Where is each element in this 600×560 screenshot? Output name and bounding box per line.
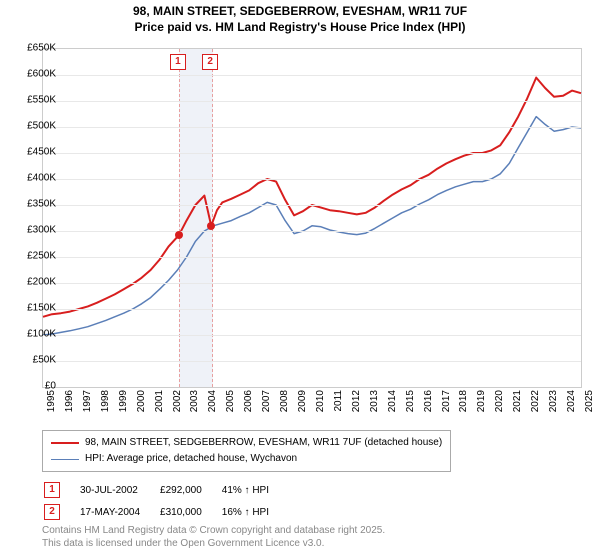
gridline [43, 309, 581, 310]
x-tick-label: 2005 [225, 390, 236, 420]
y-tick-label: £300K [16, 225, 56, 236]
x-tick-label: 1999 [118, 390, 129, 420]
x-tick-label: 2003 [189, 390, 200, 420]
attribution-line-2: This data is licensed under the Open Gov… [42, 537, 385, 550]
attribution-line-1: Contains HM Land Registry data © Crown c… [42, 524, 385, 537]
x-tick-label: 2018 [458, 390, 469, 420]
x-tick-label: 1998 [100, 390, 111, 420]
y-tick-label: £350K [16, 199, 56, 210]
x-tick-label: 2008 [279, 390, 290, 420]
x-tick-label: 2021 [512, 390, 523, 420]
marker-number-box: 2 [202, 54, 218, 70]
y-tick-label: £200K [16, 277, 56, 288]
x-tick-label: 2024 [566, 390, 577, 420]
transaction-number-box: 2 [44, 504, 60, 520]
y-tick-label: £600K [16, 69, 56, 80]
x-tick-label: 2022 [530, 390, 541, 420]
y-tick-label: £150K [16, 303, 56, 314]
y-tick-label: £250K [16, 251, 56, 262]
transaction-date: 17-MAY-2004 [80, 502, 158, 522]
title-line-1: 98, MAIN STREET, SEDGEBERROW, EVESHAM, W… [0, 4, 600, 20]
x-tick-label: 2016 [423, 390, 434, 420]
transaction-pct: 16% ↑ HPI [222, 502, 287, 522]
x-tick-label: 2015 [405, 390, 416, 420]
x-tick-label: 2009 [297, 390, 308, 420]
series-hpi [43, 117, 581, 335]
x-tick-label: 1996 [64, 390, 75, 420]
x-tick-label: 2006 [243, 390, 254, 420]
price-marker [207, 222, 215, 230]
x-tick-label: 2019 [476, 390, 487, 420]
y-tick-label: £450K [16, 147, 56, 158]
y-tick-label: £500K [16, 121, 56, 132]
x-tick-label: 1995 [46, 390, 57, 420]
transaction-date: 30-JUL-2002 [80, 480, 158, 500]
x-tick-label: 2020 [494, 390, 505, 420]
gridline [43, 205, 581, 206]
gridline [43, 283, 581, 284]
legend-row: HPI: Average price, detached house, Wych… [51, 451, 442, 467]
gridline [43, 361, 581, 362]
legend-row: 98, MAIN STREET, SEDGEBERROW, EVESHAM, W… [51, 435, 442, 451]
x-tick-label: 1997 [82, 390, 93, 420]
legend-label: HPI: Average price, detached house, Wych… [85, 451, 297, 467]
y-tick-label: £50K [16, 355, 56, 366]
series-property [43, 78, 581, 317]
line-layer [43, 49, 581, 387]
x-tick-label: 2025 [584, 390, 595, 420]
y-tick-label: £400K [16, 173, 56, 184]
transaction-number-box: 1 [44, 482, 60, 498]
y-tick-label: £100K [16, 329, 56, 340]
transaction-row: 1 30-JUL-2002£292,00041% ↑ HPI [44, 480, 287, 500]
gridline [43, 231, 581, 232]
price-marker [175, 231, 183, 239]
x-tick-label: 2014 [387, 390, 398, 420]
chart-container: 98, MAIN STREET, SEDGEBERROW, EVESHAM, W… [0, 0, 600, 560]
x-tick-label: 2012 [351, 390, 362, 420]
x-tick-label: 2010 [315, 390, 326, 420]
attribution: Contains HM Land Registry data © Crown c… [42, 524, 385, 550]
x-tick-label: 2011 [333, 390, 344, 420]
gridline [43, 75, 581, 76]
x-tick-label: 2002 [172, 390, 183, 420]
transaction-row: 2 17-MAY-2004£310,00016% ↑ HPI [44, 502, 287, 522]
title-block: 98, MAIN STREET, SEDGEBERROW, EVESHAM, W… [0, 0, 600, 35]
y-tick-label: £550K [16, 95, 56, 106]
x-tick-label: 2001 [154, 390, 165, 420]
x-tick-label: 2000 [136, 390, 147, 420]
plot-area [42, 48, 582, 388]
x-tick-label: 2004 [207, 390, 218, 420]
legend-swatch [51, 442, 79, 444]
x-tick-label: 2017 [441, 390, 452, 420]
marker-number-box: 1 [170, 54, 186, 70]
gridline [43, 153, 581, 154]
gridline [43, 335, 581, 336]
transaction-price: £292,000 [160, 480, 220, 500]
transaction-table: 1 30-JUL-2002£292,00041% ↑ HPI 2 17-MAY-200… [42, 478, 289, 524]
legend: 98, MAIN STREET, SEDGEBERROW, EVESHAM, W… [42, 430, 451, 472]
gridline [43, 127, 581, 128]
gridline [43, 257, 581, 258]
y-tick-label: £650K [16, 43, 56, 54]
x-tick-label: 2007 [261, 390, 272, 420]
gridline [43, 101, 581, 102]
legend-label: 98, MAIN STREET, SEDGEBERROW, EVESHAM, W… [85, 435, 442, 451]
gridline [43, 179, 581, 180]
transaction-price: £310,000 [160, 502, 220, 522]
title-line-2: Price paid vs. HM Land Registry's House … [0, 20, 600, 36]
x-tick-label: 2013 [369, 390, 380, 420]
x-tick-label: 2023 [548, 390, 559, 420]
transaction-pct: 41% ↑ HPI [222, 480, 287, 500]
legend-swatch [51, 459, 79, 460]
